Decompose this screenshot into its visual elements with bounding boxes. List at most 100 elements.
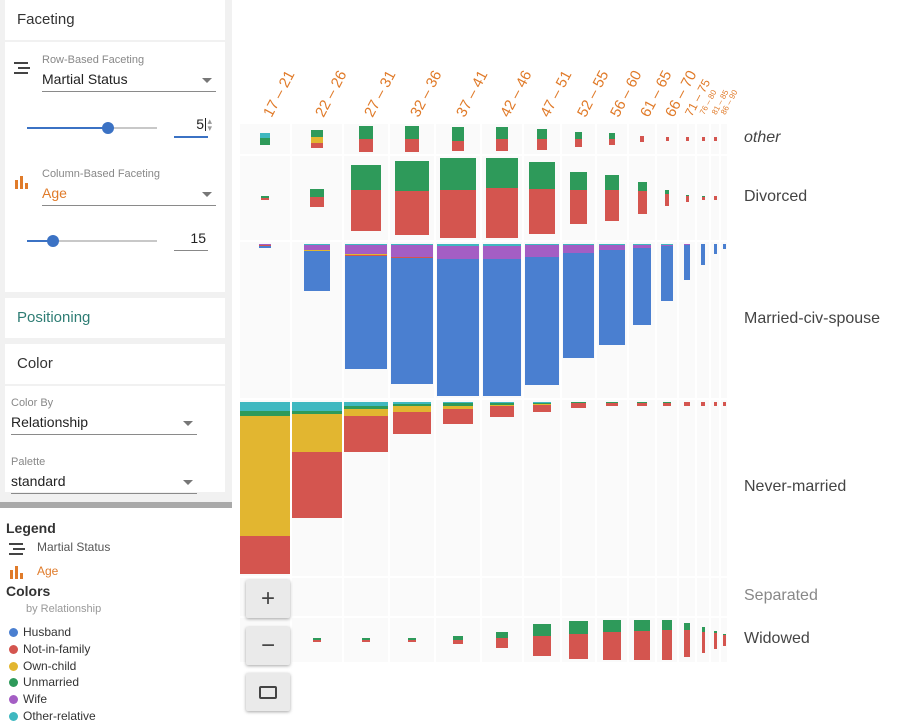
bar-segment[interactable] <box>345 253 387 256</box>
bar-segment[interactable] <box>599 245 625 251</box>
bar-segment[interactable] <box>490 402 514 405</box>
fit-view-button[interactable] <box>246 673 290 711</box>
column-count-slider[interactable] <box>27 235 157 247</box>
column-label[interactable]: 37 – 41 <box>453 67 492 120</box>
bar-segment[interactable] <box>663 402 671 403</box>
bar-segment[interactable] <box>532 402 552 405</box>
bar-segment[interactable] <box>350 165 382 191</box>
bar-segment[interactable] <box>701 627 705 632</box>
bar-segment[interactable] <box>483 259 521 396</box>
bar-segment[interactable] <box>665 189 669 195</box>
bar-segment[interactable] <box>490 406 514 417</box>
bar-segment[interactable] <box>599 244 625 245</box>
bar-segment[interactable] <box>309 197 325 208</box>
row-label[interactable]: other <box>744 129 781 146</box>
bar-segment[interactable] <box>240 410 290 416</box>
bar-segment[interactable] <box>701 244 705 265</box>
bar-segment[interactable] <box>451 127 465 142</box>
bar-segment[interactable] <box>665 137 669 141</box>
bar-segment[interactable] <box>532 624 552 637</box>
bar-segment[interactable] <box>529 161 555 190</box>
bar-segment[interactable] <box>684 402 690 406</box>
bar-segment[interactable] <box>496 127 508 139</box>
bar-segment[interactable] <box>609 139 615 145</box>
column-label[interactable]: 22 – 26 <box>312 67 351 120</box>
zoom-out-button[interactable]: − <box>246 627 290 665</box>
bar-segment[interactable] <box>261 196 269 198</box>
bar-segment[interactable] <box>722 402 726 406</box>
column-count-slider-thumb[interactable] <box>47 235 59 247</box>
bar-segment[interactable] <box>486 188 518 238</box>
row-label[interactable]: Widowed <box>744 630 810 647</box>
bar-segment[interactable] <box>303 244 331 246</box>
bar-segment[interactable] <box>632 244 652 245</box>
bar-segment[interactable] <box>604 174 620 190</box>
row-label[interactable]: Married-civ-spouse <box>744 310 881 327</box>
color-header[interactable]: Color <box>5 344 225 384</box>
bar-segment[interactable] <box>604 189 620 222</box>
bar-segment[interactable] <box>292 451 342 518</box>
bar-segment[interactable] <box>663 402 671 406</box>
bar-segment[interactable] <box>393 405 431 412</box>
row-facet-select[interactable]: Martial Status <box>42 69 216 92</box>
bar-segment[interactable] <box>532 405 552 412</box>
bar-segment[interactable] <box>486 158 518 189</box>
bar-segment[interactable] <box>483 245 521 260</box>
bar-segment[interactable] <box>490 404 514 407</box>
row-count-slider-thumb[interactable] <box>101 122 114 134</box>
bar-segment[interactable] <box>571 402 586 404</box>
bar-segment[interactable] <box>404 139 420 152</box>
bar-segment[interactable] <box>537 139 547 150</box>
bar-segment[interactable] <box>483 244 521 246</box>
bar-segment[interactable] <box>684 629 690 658</box>
bar-segment[interactable] <box>393 402 431 404</box>
bar-segment[interactable] <box>437 259 479 396</box>
bar-segment[interactable] <box>529 189 555 235</box>
palette-select[interactable]: standard <box>11 471 197 494</box>
bar-segment[interactable] <box>661 246 673 302</box>
bar-segment[interactable] <box>440 158 476 190</box>
bar-segment[interactable] <box>313 640 321 642</box>
bar-segment[interactable] <box>569 190 588 224</box>
bar-segment[interactable] <box>345 256 387 369</box>
bar-segment[interactable] <box>313 638 321 640</box>
bar-segment[interactable] <box>490 402 514 403</box>
bar-segment[interactable] <box>404 126 420 139</box>
bar-segment[interactable] <box>636 402 648 406</box>
bar-segment[interactable] <box>599 250 625 345</box>
bar-segment[interactable] <box>391 245 433 257</box>
bar-segment[interactable] <box>344 402 388 406</box>
bar-segment[interactable] <box>661 244 673 247</box>
bar-segment[interactable] <box>722 633 726 635</box>
bar-segment[interactable] <box>259 137 271 145</box>
row-label[interactable]: Never-married <box>744 478 847 495</box>
bar-segment[interactable] <box>310 142 324 148</box>
bar-segment[interactable] <box>362 640 370 642</box>
bar-segment[interactable] <box>394 190 430 236</box>
bar-segment[interactable] <box>496 139 508 151</box>
bar-segment[interactable] <box>569 621 588 635</box>
bar-segment[interactable] <box>344 406 388 409</box>
bar-segment[interactable] <box>634 631 650 660</box>
row-label[interactable]: Separated <box>744 587 818 604</box>
column-facet-select[interactable]: Age <box>42 183 216 206</box>
bar-segment[interactable] <box>662 620 672 630</box>
bar-segment[interactable] <box>532 636 552 656</box>
bar-segment[interactable] <box>701 631 705 653</box>
bar-segment[interactable] <box>722 244 726 250</box>
bar-segment[interactable] <box>603 632 621 660</box>
bar-segment[interactable] <box>310 130 324 138</box>
bar-segment[interactable] <box>683 244 691 246</box>
bar-segment[interactable] <box>636 402 648 404</box>
bar-segment[interactable] <box>575 131 582 139</box>
bar-segment[interactable] <box>605 402 619 406</box>
bar-segment[interactable] <box>685 196 689 202</box>
bar-segment[interactable] <box>358 126 374 139</box>
bar-segment[interactable] <box>240 536 290 574</box>
bar-segment[interactable] <box>453 639 463 644</box>
column-label[interactable]: 42 – 46 <box>497 67 536 120</box>
bar-segment[interactable] <box>661 244 673 245</box>
bar-segment[interactable] <box>632 244 652 249</box>
bar-segment[interactable] <box>713 244 717 255</box>
bar-segment[interactable] <box>344 416 388 452</box>
